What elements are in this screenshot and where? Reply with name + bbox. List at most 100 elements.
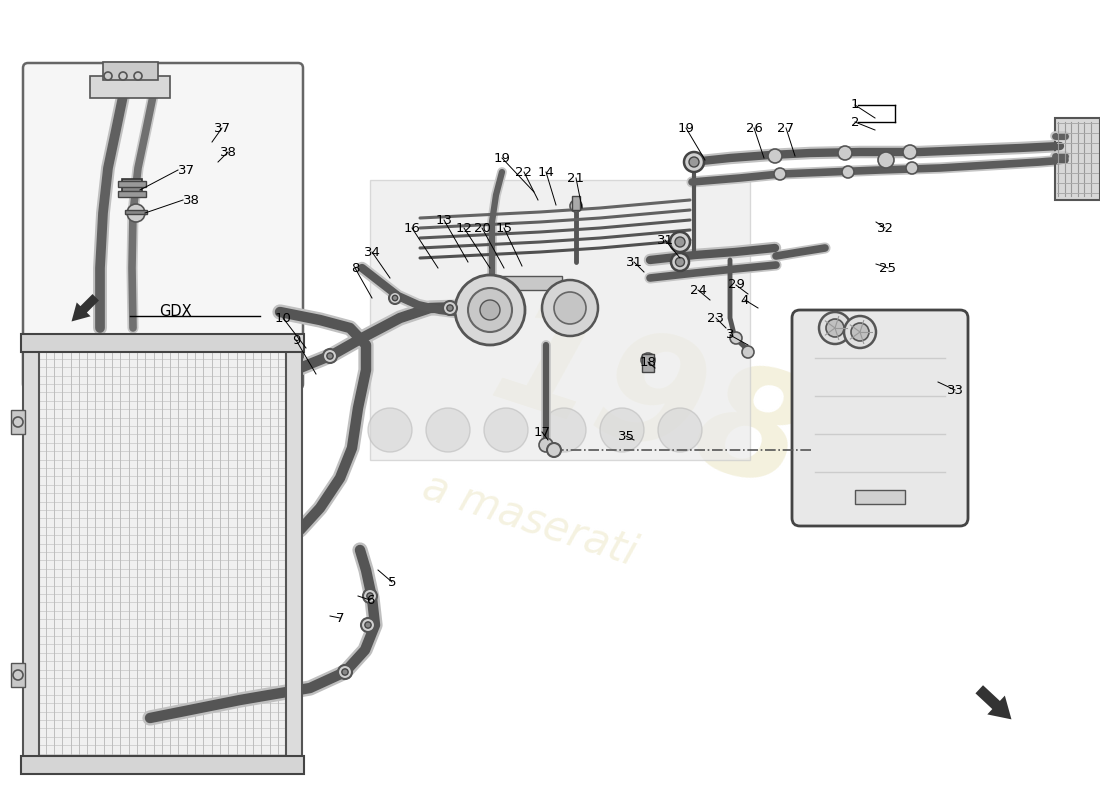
Text: 24: 24 bbox=[690, 283, 706, 297]
Circle shape bbox=[906, 162, 918, 174]
Circle shape bbox=[443, 301, 456, 315]
Bar bbox=[1055, 118, 1100, 200]
Circle shape bbox=[842, 166, 854, 178]
Circle shape bbox=[542, 408, 586, 452]
Text: 26: 26 bbox=[746, 122, 762, 134]
Bar bbox=[11, 410, 25, 434]
Circle shape bbox=[468, 288, 512, 332]
Circle shape bbox=[368, 408, 412, 452]
Circle shape bbox=[134, 72, 142, 80]
Text: 19: 19 bbox=[678, 122, 694, 134]
Text: 16: 16 bbox=[404, 222, 420, 234]
Text: 18: 18 bbox=[639, 355, 657, 369]
Text: 38: 38 bbox=[220, 146, 236, 158]
Circle shape bbox=[363, 589, 377, 603]
Text: 31: 31 bbox=[626, 255, 642, 269]
Text: a maserati: a maserati bbox=[418, 466, 642, 574]
Circle shape bbox=[455, 275, 525, 345]
Circle shape bbox=[671, 253, 689, 271]
Circle shape bbox=[689, 157, 698, 167]
Circle shape bbox=[119, 72, 126, 80]
Circle shape bbox=[600, 408, 643, 452]
Circle shape bbox=[447, 305, 453, 311]
Circle shape bbox=[768, 149, 782, 163]
Text: 13: 13 bbox=[436, 214, 452, 226]
Bar bbox=[642, 354, 654, 372]
Circle shape bbox=[675, 237, 685, 247]
Circle shape bbox=[539, 438, 553, 452]
Circle shape bbox=[641, 353, 654, 367]
Bar bbox=[21, 334, 304, 352]
Text: 12: 12 bbox=[455, 222, 473, 234]
Bar bbox=[103, 62, 158, 80]
Text: 15: 15 bbox=[495, 222, 513, 234]
Circle shape bbox=[554, 292, 586, 324]
Text: 34: 34 bbox=[364, 246, 381, 258]
Bar bbox=[122, 179, 142, 193]
FancyArrow shape bbox=[73, 295, 98, 320]
Text: 17: 17 bbox=[534, 426, 550, 438]
Bar bbox=[855, 490, 905, 504]
Circle shape bbox=[844, 316, 876, 348]
Text: 6: 6 bbox=[366, 594, 374, 606]
Bar bbox=[23, 338, 38, 760]
Circle shape bbox=[730, 332, 743, 344]
Text: 1: 1 bbox=[850, 98, 859, 111]
Text: 7: 7 bbox=[336, 611, 344, 625]
Text: 5: 5 bbox=[387, 575, 396, 589]
Circle shape bbox=[542, 280, 598, 336]
Text: GDX: GDX bbox=[158, 305, 191, 319]
Circle shape bbox=[393, 295, 398, 301]
Bar bbox=[90, 76, 170, 98]
Text: 25: 25 bbox=[880, 262, 896, 274]
Text: 23: 23 bbox=[707, 311, 725, 325]
Circle shape bbox=[878, 152, 894, 168]
Circle shape bbox=[426, 408, 470, 452]
Circle shape bbox=[365, 622, 371, 628]
Circle shape bbox=[484, 408, 528, 452]
Circle shape bbox=[327, 353, 333, 359]
Circle shape bbox=[826, 319, 844, 337]
Bar bbox=[11, 663, 25, 687]
Circle shape bbox=[675, 258, 684, 266]
Text: 38: 38 bbox=[183, 194, 199, 206]
Text: 2: 2 bbox=[850, 115, 859, 129]
Circle shape bbox=[342, 669, 348, 675]
Text: 3: 3 bbox=[726, 329, 735, 342]
Bar bbox=[286, 338, 302, 760]
Text: 32: 32 bbox=[877, 222, 893, 234]
Circle shape bbox=[851, 323, 869, 341]
Circle shape bbox=[126, 204, 145, 222]
FancyBboxPatch shape bbox=[23, 63, 302, 389]
Text: 35: 35 bbox=[617, 430, 635, 442]
Circle shape bbox=[547, 443, 561, 457]
Bar bbox=[118, 181, 146, 187]
Text: 33: 33 bbox=[946, 383, 964, 397]
Text: 20: 20 bbox=[474, 222, 491, 234]
Circle shape bbox=[742, 346, 754, 358]
Text: 9: 9 bbox=[292, 334, 300, 346]
Bar bbox=[500, 276, 562, 290]
Circle shape bbox=[838, 146, 853, 160]
Text: 22: 22 bbox=[516, 166, 532, 178]
Circle shape bbox=[389, 292, 402, 304]
Bar bbox=[25, 338, 300, 760]
Circle shape bbox=[774, 168, 786, 180]
Text: 19: 19 bbox=[494, 151, 510, 165]
Text: 37: 37 bbox=[177, 163, 195, 177]
Circle shape bbox=[684, 152, 704, 172]
Circle shape bbox=[820, 312, 851, 344]
Bar bbox=[21, 756, 304, 774]
Text: 29: 29 bbox=[727, 278, 745, 291]
Text: 37: 37 bbox=[213, 122, 231, 134]
Circle shape bbox=[323, 349, 337, 363]
Circle shape bbox=[658, 408, 702, 452]
Text: 10: 10 bbox=[275, 311, 292, 325]
Text: 31: 31 bbox=[657, 234, 673, 246]
Bar bbox=[118, 191, 146, 197]
Text: 14: 14 bbox=[538, 166, 554, 178]
Circle shape bbox=[104, 72, 112, 80]
Text: 27: 27 bbox=[778, 122, 794, 134]
Circle shape bbox=[13, 417, 23, 427]
Bar bbox=[572, 196, 580, 210]
